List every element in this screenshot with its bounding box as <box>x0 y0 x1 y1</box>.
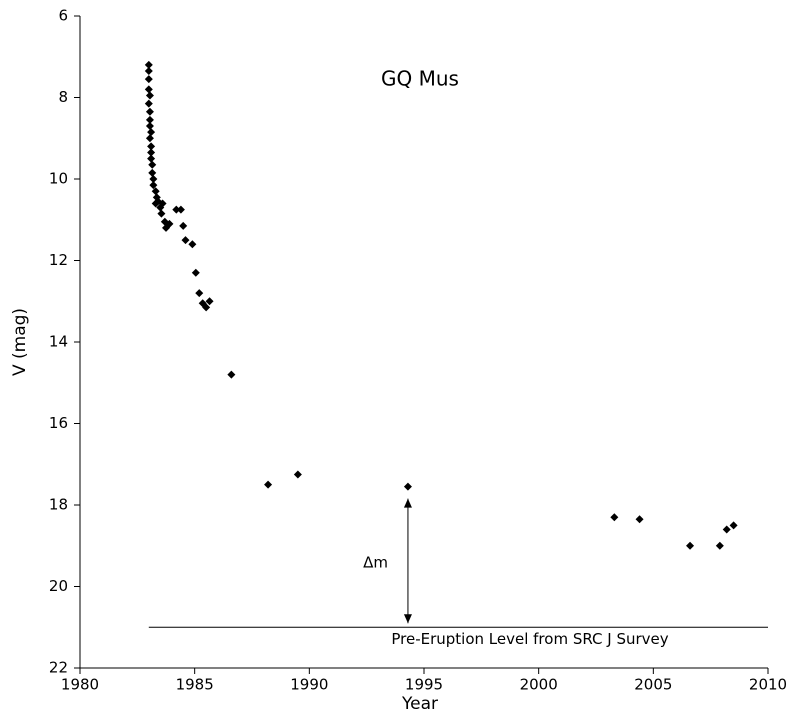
y-tick-label: 16 <box>49 414 68 432</box>
data-point <box>144 75 153 84</box>
y-tick-label: 14 <box>49 333 68 351</box>
data-point <box>151 199 160 208</box>
chart-annotation: GQ Mus <box>381 67 459 91</box>
x-tick-label: 2000 <box>520 676 558 694</box>
data-point <box>179 221 188 230</box>
data-point <box>147 128 156 137</box>
y-tick-label: 18 <box>49 496 68 514</box>
data-point <box>729 521 738 530</box>
data-point <box>715 541 724 550</box>
data-point <box>151 187 160 196</box>
data-point <box>145 122 154 131</box>
data-point <box>227 370 236 379</box>
delta-label: Δm <box>363 553 388 571</box>
data-point <box>144 67 153 76</box>
data-point <box>147 148 156 157</box>
data-point <box>205 297 214 306</box>
x-tick-label: 2010 <box>749 676 787 694</box>
data-point <box>149 181 158 190</box>
y-tick-label: 6 <box>58 7 68 25</box>
data-point <box>686 541 695 550</box>
data-point <box>148 160 157 169</box>
data-point <box>403 482 412 491</box>
data-point <box>195 289 204 298</box>
data-point <box>191 268 200 277</box>
arrow-head <box>403 614 412 624</box>
x-tick-label: 1990 <box>290 676 328 694</box>
arrow-head <box>403 498 412 508</box>
y-tick-label: 22 <box>49 659 68 677</box>
y-tick-label: 12 <box>49 251 68 269</box>
x-axis-label: Year <box>401 694 438 714</box>
data-point <box>147 154 156 163</box>
data-point <box>176 205 185 214</box>
x-tick-label: 1995 <box>405 676 443 694</box>
data-point <box>144 85 153 94</box>
data-point <box>202 303 211 312</box>
data-point <box>157 209 166 218</box>
reference-label: Pre-Eruption Level from SRC J Survey <box>391 630 668 648</box>
data-point <box>148 168 157 177</box>
data-point <box>145 115 154 124</box>
data-point <box>172 205 181 214</box>
data-point <box>149 175 158 183</box>
y-tick-label: 8 <box>58 88 68 106</box>
data-point <box>165 219 174 228</box>
data-point <box>610 513 619 522</box>
data-point <box>147 142 156 151</box>
data-point <box>264 480 273 489</box>
data-point <box>145 91 154 100</box>
data-point <box>722 525 731 534</box>
data-point <box>144 60 153 69</box>
data-point <box>158 199 167 208</box>
data-point <box>145 134 154 143</box>
data-point <box>144 99 153 108</box>
x-tick-label: 2005 <box>634 676 672 694</box>
y-axis-label: V (mag) <box>10 308 30 376</box>
data-point <box>145 107 154 116</box>
data-point <box>635 515 644 524</box>
data-point <box>181 236 190 245</box>
data-point <box>188 240 197 249</box>
x-tick-label: 1980 <box>61 676 99 694</box>
data-point <box>293 470 302 479</box>
y-tick-label: 10 <box>49 170 68 188</box>
x-tick-label: 1985 <box>176 676 214 694</box>
y-tick-label: 20 <box>49 577 68 595</box>
